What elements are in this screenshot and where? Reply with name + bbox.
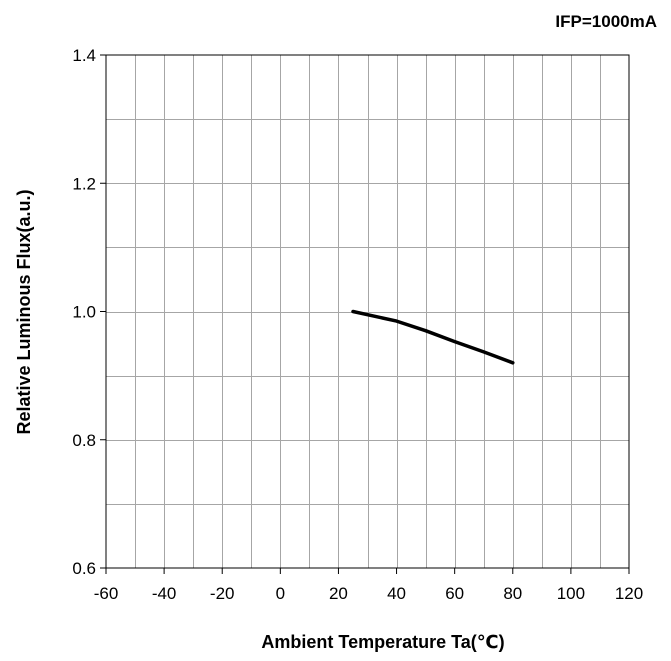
x-axis-title: Ambient Temperature Ta(℃) <box>261 632 504 652</box>
x-axis-tick-labels: -60 -40 -20 0 20 40 60 80 100 120 <box>94 568 643 603</box>
x-tick-label: 120 <box>615 584 643 603</box>
annotation-label: IFP=1000mA <box>555 12 657 31</box>
x-tick-label: 80 <box>503 584 522 603</box>
x-tick-label: 20 <box>329 584 348 603</box>
y-axis-title: Relative Luminous Flux(a.u.) <box>14 189 34 434</box>
x-tick-label: 0 <box>276 584 285 603</box>
x-tick-label: 40 <box>387 584 406 603</box>
y-axis-tick-labels: 0.6 0.8 1.0 1.2 1.4 <box>72 46 106 578</box>
x-tick-label: -20 <box>210 584 235 603</box>
x-tick-label: -40 <box>152 584 177 603</box>
series-layer <box>351 309 515 365</box>
y-tick-label: 1.0 <box>72 303 96 322</box>
x-tick-label: -60 <box>94 584 119 603</box>
plot-area-frame <box>105 54 630 569</box>
x-tick-label: 100 <box>557 584 585 603</box>
y-tick-label: 1.4 <box>72 46 96 65</box>
y-tick-label: 0.8 <box>72 431 96 450</box>
y-tick-label: 1.2 <box>72 174 96 193</box>
grid-lines <box>106 55 629 568</box>
series-line <box>351 309 515 365</box>
y-tick-label: 0.6 <box>72 559 96 578</box>
x-tick-label: 60 <box>445 584 464 603</box>
